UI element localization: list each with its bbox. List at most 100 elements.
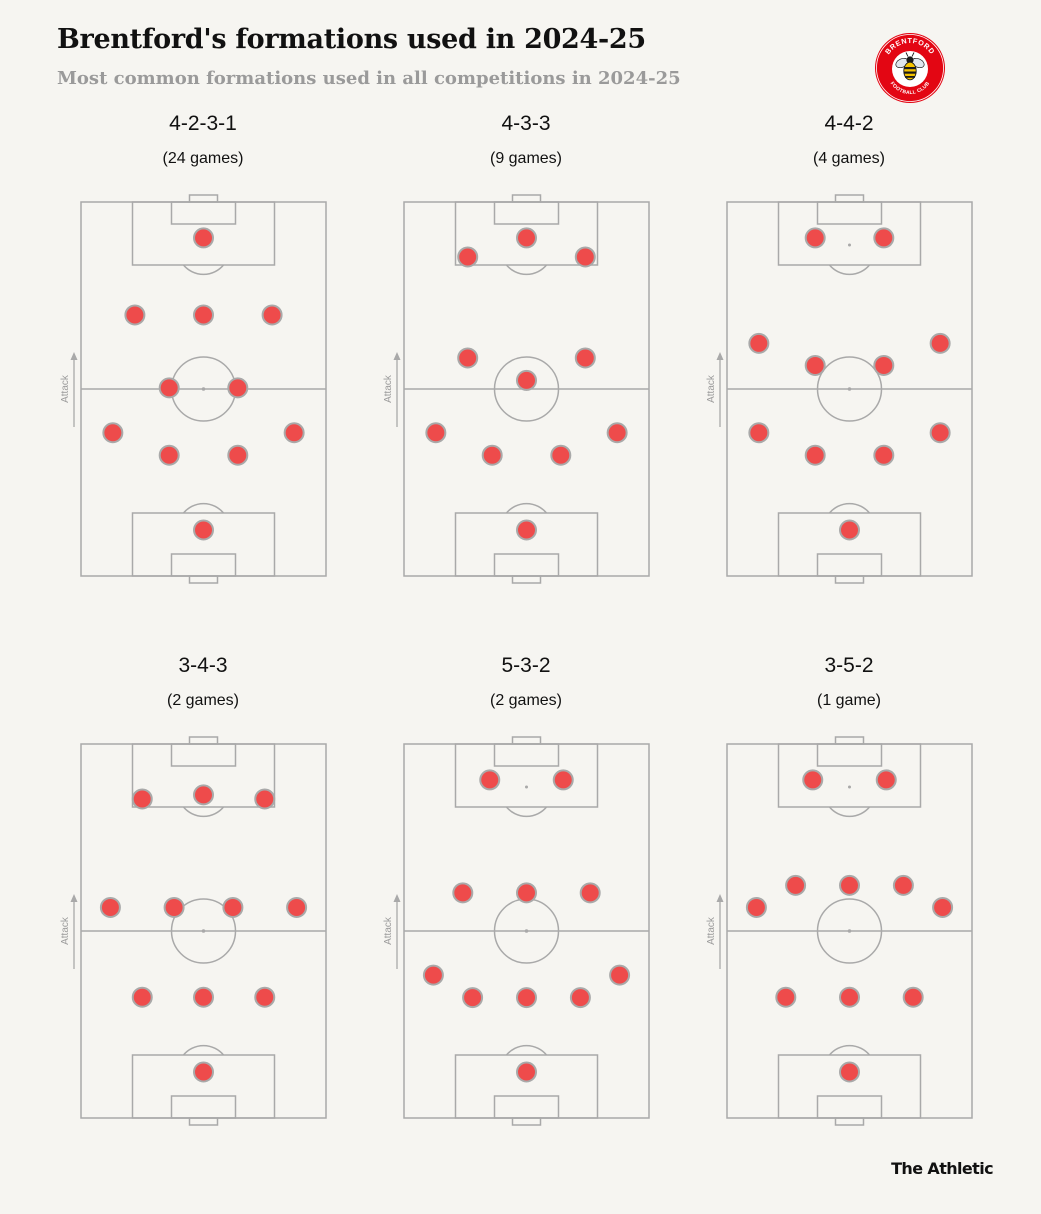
page-subtitle: Most common formations used in all compe… (57, 68, 681, 89)
player-marker (748, 332, 770, 354)
centre-circle (493, 356, 560, 422)
formation-name: 3-5-2 (824, 654, 874, 677)
pitch-diagram: Attack (383, 736, 650, 1126)
players (102, 227, 305, 541)
players (425, 227, 628, 541)
pitch-lines (726, 736, 973, 1126)
player-marker (873, 227, 895, 249)
player-marker (902, 986, 924, 1008)
player-marker (516, 1061, 537, 1083)
goal-top (511, 194, 542, 203)
pitch-lines (80, 736, 327, 1126)
centre-spot (201, 387, 206, 391)
player-marker (425, 422, 447, 444)
six-yard-box-bottom (493, 1095, 560, 1119)
goal-top (834, 736, 865, 745)
penalty-arc-top (182, 806, 225, 818)
attack-arrow-head (70, 352, 78, 360)
penalty-spot-top (525, 785, 528, 789)
player-marker (227, 377, 249, 399)
attack-direction: Attack (383, 352, 401, 427)
formation-panel-1: 4-2-3-1 (24 games) Attack (60, 112, 327, 584)
player-marker (804, 444, 826, 466)
player-marker (193, 986, 214, 1008)
player-marker (261, 304, 283, 326)
centre-spot (201, 929, 206, 933)
attack-label: Attack (706, 374, 717, 403)
players (748, 227, 951, 541)
attack-arrow-head (393, 894, 401, 902)
player-marker (839, 874, 860, 896)
player-marker (802, 769, 824, 791)
penalty-spot-top (848, 785, 851, 789)
player-marker (745, 896, 767, 918)
penalty-arc-bottom (182, 502, 225, 514)
centre-spot (524, 929, 529, 933)
attack-arrow-head (393, 352, 401, 360)
formation-name: 5-3-2 (501, 654, 551, 677)
players (99, 784, 308, 1083)
player-marker (574, 246, 596, 268)
goal-bottom (188, 1117, 219, 1126)
attack-direction: Attack (706, 352, 724, 427)
player-marker (516, 369, 537, 391)
player-marker (227, 444, 249, 466)
players (745, 769, 954, 1083)
player-marker (804, 354, 826, 376)
formation-panel-5: 5-3-2 (2 games) Attack (383, 654, 650, 1126)
attack-label: Attack (383, 374, 394, 403)
goal-bottom (834, 1117, 865, 1126)
player-marker (929, 332, 951, 354)
player-marker (99, 896, 121, 918)
six-yard-box-top (493, 743, 560, 767)
formation-games: (2 games) (166, 692, 240, 709)
goal-bottom (834, 575, 865, 584)
penalty-arc-bottom (828, 1044, 871, 1056)
penalty-arc-top (182, 264, 225, 276)
attack-label: Attack (60, 916, 71, 945)
bee-icon (895, 52, 925, 81)
player-marker (193, 519, 214, 541)
player-marker (873, 354, 895, 376)
goal-bottom (511, 575, 542, 584)
player-marker (193, 1061, 214, 1083)
player-marker (457, 347, 479, 369)
formation-name: 4-4-2 (824, 112, 874, 135)
player-marker (775, 986, 797, 1008)
attack-label: Attack (60, 374, 71, 403)
formation-name: 4-3-3 (501, 112, 551, 135)
six-yard-box-top (170, 743, 237, 767)
pitch-lines (403, 194, 650, 584)
player-marker (286, 896, 308, 918)
centre-spot (847, 387, 852, 391)
attack-direction: Attack (383, 894, 401, 969)
player-marker (254, 986, 276, 1008)
player-marker (875, 769, 897, 791)
formation-games: (1 game) (816, 692, 882, 709)
centre-spot (847, 929, 852, 933)
pitch-lines (726, 194, 973, 584)
six-yard-box-top (816, 201, 883, 225)
penalty-arc-top (505, 264, 548, 276)
player-marker (422, 964, 444, 986)
player-marker (932, 896, 954, 918)
centre-circle (816, 356, 883, 422)
goal-bottom (511, 1117, 542, 1126)
centre-circle (170, 898, 237, 964)
player-marker (516, 987, 537, 1009)
penalty-arc-top (828, 806, 871, 818)
six-yard-box-top (170, 201, 237, 225)
brentford-badge: BRENTFORD FOOTBALL CLUB (875, 33, 945, 103)
player-marker (479, 769, 501, 791)
player-marker (839, 1061, 860, 1083)
goal-top (188, 194, 219, 203)
player-marker (579, 882, 601, 904)
pitch-diagram: Attack (706, 736, 973, 1126)
formation-panel-3: 4-4-2 (4 games) Attack (706, 112, 973, 584)
player-marker (193, 784, 214, 806)
player-marker (283, 422, 305, 444)
page-title: Brentford's formations used in 2024-25 (57, 24, 646, 55)
six-yard-box-bottom (816, 553, 883, 577)
attack-label: Attack (706, 916, 717, 945)
six-yard-box-bottom (816, 1095, 883, 1119)
